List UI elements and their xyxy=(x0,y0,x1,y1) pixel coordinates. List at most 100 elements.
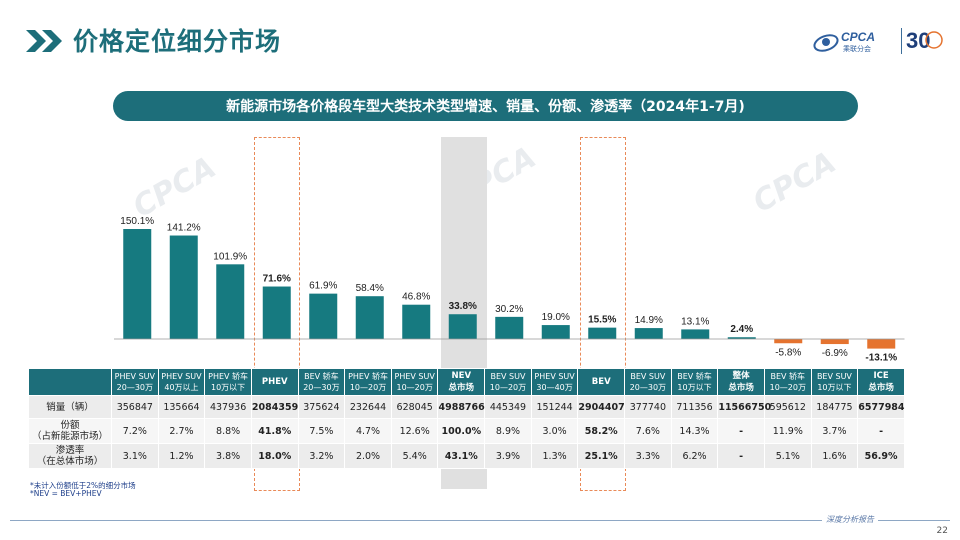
column-header: BEV xyxy=(577,368,626,396)
column-header-line2: 20—30万 xyxy=(116,383,153,392)
value-label-3: 71.6% xyxy=(263,274,291,285)
row-label: 销量（辆） xyxy=(28,395,112,419)
column-header-line1: BEV SUV xyxy=(490,372,526,381)
bev-column-box xyxy=(580,137,626,491)
column-header: PHEV SUV 30—40万 xyxy=(530,368,579,396)
table-cell: 25.1% xyxy=(577,443,626,469)
table-cell: 3.8% xyxy=(204,443,252,469)
column-header-line2: 10—20万 xyxy=(396,383,433,392)
value-label-13: 2.4% xyxy=(730,324,753,335)
column-header-line1: PHEV 轿车 xyxy=(348,372,388,381)
column-header: PHEV SUV 10—20万 xyxy=(390,368,439,396)
table-cell: 1.2% xyxy=(157,443,206,469)
table-cell: 135664 xyxy=(157,395,206,419)
row-label-line1: 渗透率 xyxy=(55,445,85,456)
column-header-line1: PHEV SUV xyxy=(161,372,202,381)
logo-text: CPCA xyxy=(841,30,875,44)
column-header-line1: 整体 xyxy=(732,371,750,381)
column-header: BEV 轿车 10—20万 xyxy=(763,368,812,396)
column-header: BEV SUV 10—20万 xyxy=(484,368,532,396)
bar-1 xyxy=(169,235,198,339)
logo-separator xyxy=(901,28,902,54)
value-label-6: 46.8% xyxy=(402,292,430,303)
bar-4 xyxy=(309,293,338,339)
value-label-7: 33.8% xyxy=(449,301,477,312)
table-cell: 377740 xyxy=(624,395,672,419)
column-header-line2: 10—20万 xyxy=(769,383,806,392)
value-label-5: 58.4% xyxy=(356,283,384,294)
column-header-line2: 10万以下 xyxy=(817,383,852,392)
table-cell: 18.0% xyxy=(250,443,299,469)
column-header-line2: 10万以下 xyxy=(677,383,712,392)
table-cell: 595612 xyxy=(763,395,812,419)
table-cell: 4988766 xyxy=(437,395,486,419)
column-header-line1: BEV 轿车 xyxy=(770,372,806,381)
column-header: PHEV 轿车 10—20万 xyxy=(344,368,392,396)
value-label-12: 13.1% xyxy=(681,316,709,327)
table-cell: 356847 xyxy=(111,395,159,419)
column-header: NEV 总市场 xyxy=(437,368,486,396)
chart-title-banner: 新能源市场各价格段车型大类技术类型增速、销量、份额、渗透率（2024年1-7月) xyxy=(113,91,858,121)
value-label-14: -5.8% xyxy=(775,347,801,358)
bar-10 xyxy=(588,327,617,339)
column-header: ICE 总市场 xyxy=(857,368,905,396)
column-header-line1: PHEV 轿车 xyxy=(208,372,249,381)
table-cell: 375624 xyxy=(297,395,346,419)
table-cell: - xyxy=(857,418,905,444)
table-cell: 628045 xyxy=(390,395,439,419)
table-cell: 11.9% xyxy=(763,418,812,444)
bar-11 xyxy=(634,328,663,339)
bar-13 xyxy=(727,337,756,339)
column-header-line1: BEV SUV xyxy=(816,372,852,381)
growth-bar-chart: 150.1% 141.2% 101.9% 71.6% 61.9% 58.4% 46.8% 33… xyxy=(114,216,905,364)
table-cell: 2.0% xyxy=(344,443,392,469)
bar-2 xyxy=(216,264,245,339)
table-cell: 100.0% xyxy=(437,418,486,444)
table-cell: 3.2% xyxy=(297,443,346,469)
column-header-line2: 10—20万 xyxy=(489,383,527,392)
row-label: 份额 （占新能源市场） xyxy=(28,418,112,444)
table-cell: 43.1% xyxy=(437,443,486,469)
column-header-line1: PHEV SUV xyxy=(114,372,155,381)
table-cell: 3.9% xyxy=(484,443,532,469)
bar-15 xyxy=(820,339,849,345)
table-cell: 437936 xyxy=(204,395,252,419)
footer-line xyxy=(10,520,950,521)
column-header-line1: BEV 轿车 xyxy=(304,372,339,381)
table-cell: 7.2% xyxy=(111,418,159,444)
value-label-4: 61.9% xyxy=(309,281,337,292)
row-label-line2: （在总体市场） xyxy=(36,456,104,467)
row-label-line2: （占新能源市场） xyxy=(31,431,108,442)
table-cell: 2084359 xyxy=(250,395,299,419)
value-label-0: 150.1% xyxy=(120,216,154,227)
column-header-line1: BEV SUV xyxy=(630,372,666,381)
table-cell: 56.9% xyxy=(857,443,905,469)
table-row: 销量（辆） 356847 135664 437936 2084359 375624 2326… xyxy=(28,395,905,419)
column-header-line1: ICE xyxy=(873,371,889,381)
value-label-8: 30.2% xyxy=(495,304,523,315)
anniversary-logo: 30 xyxy=(906,28,943,53)
column-header-line2: 20—30万 xyxy=(303,383,340,392)
value-label-15: -6.9% xyxy=(822,348,848,359)
column-header: PHEV SUV 40万以上 xyxy=(157,368,206,396)
phev-column-box xyxy=(254,137,300,491)
bar-9 xyxy=(541,325,570,339)
table-cell: 3.1% xyxy=(111,443,159,469)
column-header: 整体 总市场 xyxy=(717,368,765,396)
note-nev-definition: *NEV = BEV+PHEV xyxy=(30,489,102,498)
column-header: BEV 轿车 20—30万 xyxy=(297,368,346,396)
table-cell: 5.1% xyxy=(763,443,812,469)
value-label-9: 19.0% xyxy=(542,312,570,323)
table-cell: 1.3% xyxy=(530,443,579,469)
column-header-line1: BEV xyxy=(591,377,611,387)
value-label-1: 141.2% xyxy=(167,223,201,234)
column-header-line1: BEV 轿车 xyxy=(677,372,712,381)
table-cell: 5.4% xyxy=(390,443,439,469)
logo-subtext: 乘联分会 xyxy=(843,44,871,53)
table-cell: 3.7% xyxy=(810,418,859,444)
bar-16 xyxy=(867,339,896,349)
column-header-line1: PHEV xyxy=(261,377,288,387)
column-header-line2: 总市场 xyxy=(728,383,754,393)
column-header-line2: 总市场 xyxy=(448,383,475,393)
value-label-2: 101.9% xyxy=(213,251,247,262)
